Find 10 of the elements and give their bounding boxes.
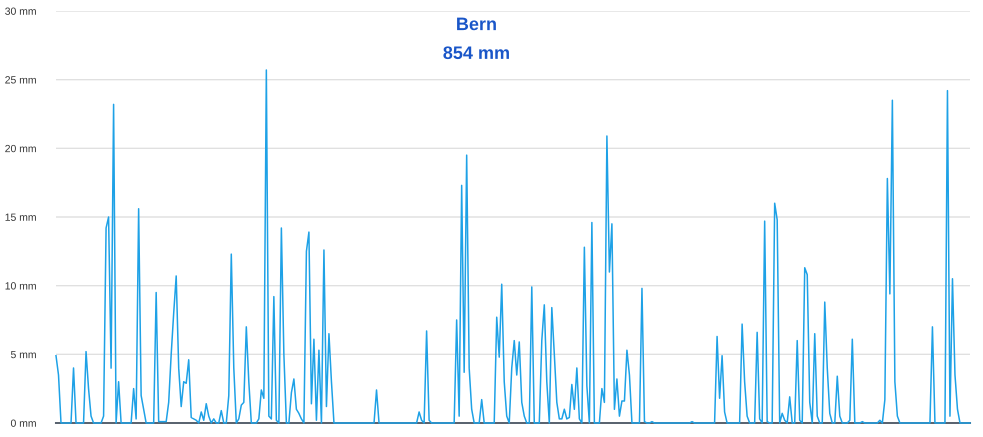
- y-tick-label: 5 mm: [10, 350, 36, 358]
- text: 854 mm: [443, 46, 509, 60]
- y-tick-label: 10 mm: [6, 282, 36, 290]
- y-tick-label: 20 mm: [5, 144, 36, 152]
- line-series: [55, 69, 971, 424]
- y-tick-label: 0 mm: [10, 420, 36, 427]
- y-tick-label: 15 mm: [6, 214, 36, 221]
- y-tick-label: 30 mm: [5, 8, 36, 15]
- y-tick-label: 25 mm: [5, 76, 36, 84]
- chart-title: Bern: [457, 18, 496, 30]
